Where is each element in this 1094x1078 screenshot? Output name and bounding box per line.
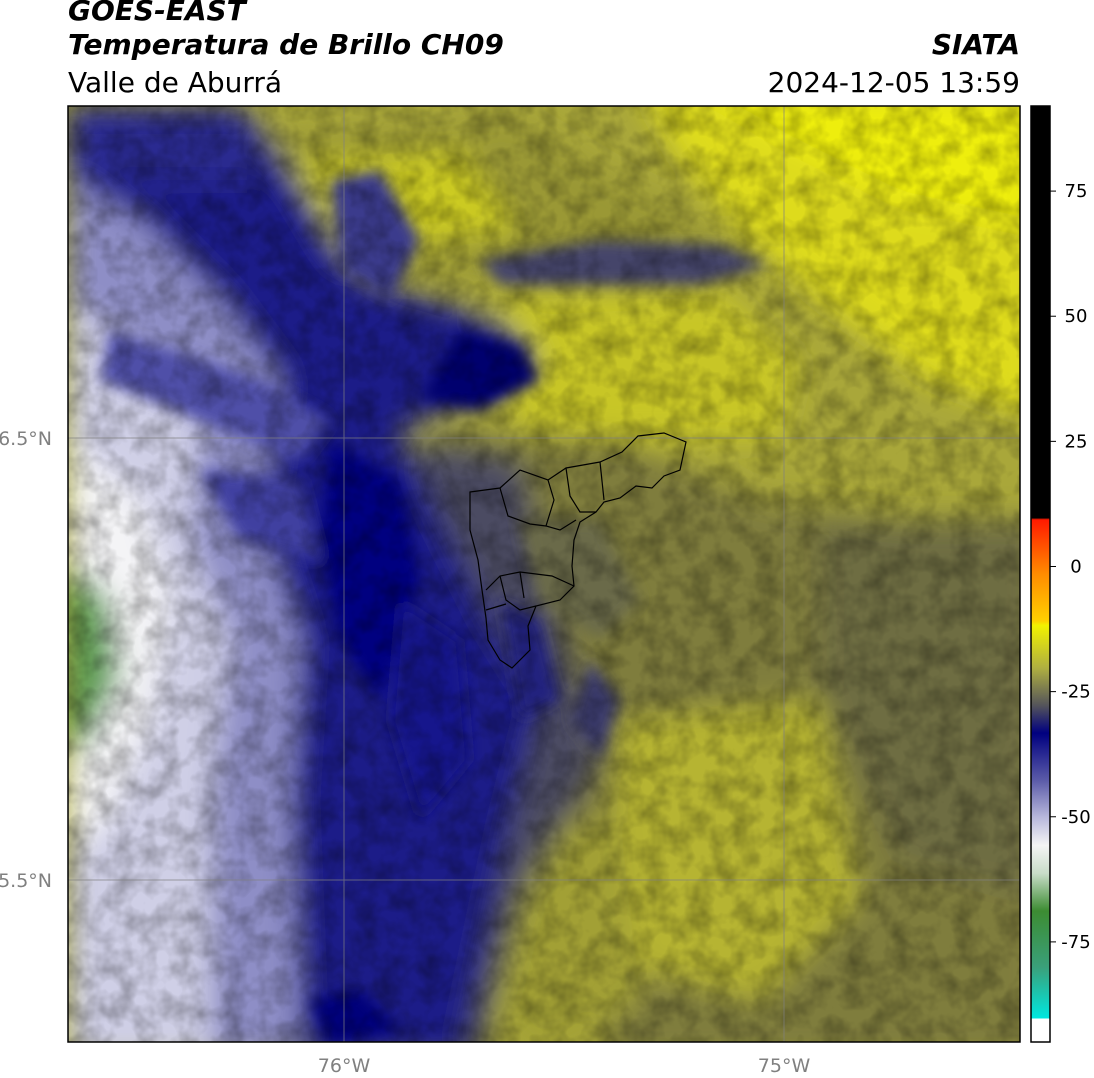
lon-tick-label: 75°W — [758, 1055, 811, 1077]
satellite-title: GOES-EAST — [68, 0, 246, 27]
map-gridlines — [68, 106, 1020, 1042]
colorbar: 75 50 25 0 -25 -50 -75 — [1030, 105, 1091, 1043]
aburra-valley-boundary — [469, 432, 687, 669]
agency-label: SIATA — [931, 28, 1020, 61]
plot-frame — [67, 105, 1021, 1043]
colorbar-tick-label: -50 — [1061, 807, 1090, 828]
temperature-field — [68, 106, 1020, 1042]
colorbar-tick-label: 25 — [1065, 431, 1088, 452]
lat-tick-label: 6.5°N — [0, 428, 52, 450]
product-title: Temperatura de Brillo CH09 — [68, 28, 504, 61]
colorbar-tick-label: 50 — [1065, 306, 1088, 327]
colorbar-tick-label: -75 — [1061, 932, 1090, 953]
colorbar-scale — [1030, 105, 1051, 1043]
lat-tick-label: 5.5°N — [0, 870, 52, 892]
colorbar-tick-label: 0 — [1070, 556, 1081, 577]
lon-tick-label: 76°W — [318, 1055, 371, 1077]
region-subtitle: Valle de Aburrá — [68, 66, 283, 99]
colorbar-tick-label: 75 — [1065, 181, 1088, 202]
colorbar-tick-label: -25 — [1061, 682, 1090, 703]
datetime-label: 2024-12-05 13:59 — [767, 66, 1020, 99]
